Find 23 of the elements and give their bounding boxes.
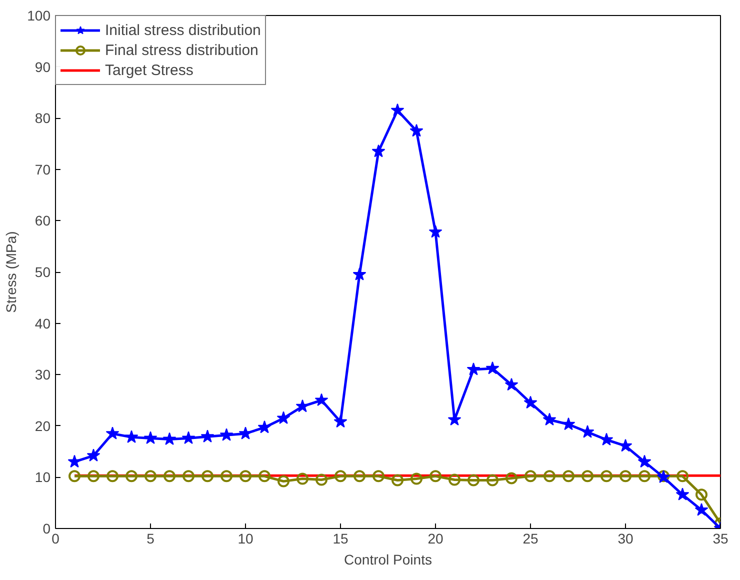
y-tick-label: 90 bbox=[34, 58, 51, 75]
y-tick-label: 0 bbox=[42, 520, 51, 536]
y-tick-label: 40 bbox=[34, 315, 51, 332]
x-tick-label: 10 bbox=[238, 530, 254, 546]
x-axis-title: Control Points bbox=[344, 552, 432, 568]
y-tick-label: 10 bbox=[34, 469, 51, 486]
x-tick-label: 5 bbox=[146, 530, 155, 546]
x-tick-label: 25 bbox=[522, 530, 538, 546]
legend-label: Final stress distribution bbox=[105, 42, 258, 58]
x-tick-label: 35 bbox=[712, 530, 728, 546]
y-tick-label: 80 bbox=[34, 110, 51, 126]
y-tick-label: 60 bbox=[34, 212, 51, 229]
y-axis-title: Stress (MPa) bbox=[3, 231, 20, 313]
legend-label: Initial stress distribution bbox=[105, 22, 261, 38]
y-tick-label: 20 bbox=[34, 418, 51, 434]
x-tick-label: 30 bbox=[618, 530, 634, 546]
y-tick-label: 50 bbox=[34, 264, 51, 280]
x-tick-label: 20 bbox=[428, 530, 444, 546]
y-tick-label: 30 bbox=[34, 366, 51, 383]
x-tick-label: 15 bbox=[332, 530, 348, 546]
y-tick-label: 70 bbox=[34, 161, 51, 178]
legend-label: Target Stress bbox=[105, 62, 194, 78]
y-tick-label: 100 bbox=[27, 8, 51, 24]
